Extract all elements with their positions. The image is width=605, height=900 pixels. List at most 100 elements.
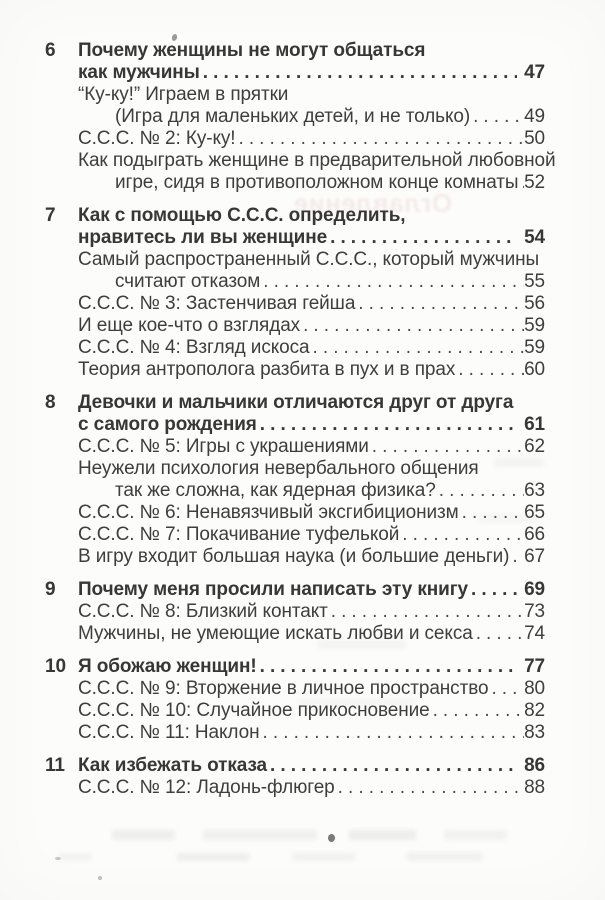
toc-line: С.С.С. № 10: Случайное прикосновение. . … [78, 700, 545, 722]
entry-text: С.С.С. № 8: Близкий контакт [78, 601, 328, 622]
dot-leader: . . . . . . . . . . . . . . . . . . . . … [262, 722, 525, 743]
toc-line: (Игра для маленьких детей, и не только).… [78, 106, 545, 128]
showthrough-smudge [58, 853, 483, 861]
dot-leader: . . . . . . . . . . . . . . . . . . . . … [270, 755, 517, 776]
dot-leader: . . . . . . . . . . . . . . . . . . . . … [202, 62, 517, 83]
toc-sub-entry: С.С.С. № 8: Близкий контакт. . . . . . .… [45, 601, 545, 623]
toc-list: 6 Почему женщины не могут общаться как муж… [45, 40, 556, 799]
entry-text: Я обожаю женщин! [78, 656, 257, 677]
toc-sub-entry: С.С.С. № 10: Случайное прикосновение. . … [45, 700, 545, 722]
page-number: 77 [524, 656, 545, 677]
chapter-number: 6 [45, 40, 56, 61]
entry-text: Неужели психология невербального общения [78, 458, 479, 479]
toc-line: Самый распространенный С.С.С., который м… [78, 249, 545, 271]
dot-leader: . . . . . . . . . . . . . . . . . . . . … [238, 128, 524, 149]
page-number: 88 [524, 777, 545, 798]
toc-sub-entry: Неужели психология невербального общения… [45, 458, 545, 502]
page-number: 61 [524, 414, 545, 435]
page-number: 47 [524, 62, 545, 83]
toc-line: Неужели психология невербального общения [78, 458, 545, 480]
toc-sub-entry: С.С.С. № 3: Застенчивая гейша. . . . . .… [45, 293, 545, 315]
entry-text: С.С.С. № 12: Ладонь-флюгер [78, 777, 335, 798]
toc-sub-entry: И еще кое-что о взглядах. . . . . . . . … [45, 315, 545, 337]
entry-text: Самый распространенный С.С.С., который м… [78, 249, 540, 270]
dot-leader: . . . . . . . . . . . . . . . . . . . . … [303, 315, 524, 336]
dot-leader: . . . . . . . . . . . . . . . . . . . . … [471, 579, 517, 600]
page-number: 83 [524, 722, 545, 743]
dot-leader: . . . . . . . . . . . . . . . . . . . . … [458, 359, 524, 380]
page-number: 66 [524, 524, 545, 545]
toc-line: С.С.С. № 3: Застенчивая гейша. . . . . .… [78, 293, 545, 315]
ink-speck [328, 834, 335, 842]
toc-line: С.С.С. № 2: Ку-ку!. . . . . . . . . . . … [78, 128, 545, 150]
dot-leader: . . . . . . . . . . . . . . . . . . . . … [402, 524, 524, 545]
dot-leader: . . . . . . . . . . . . . . . . . . . . … [438, 480, 524, 501]
page-number: 86 [524, 755, 545, 776]
entry-text: так же сложна, как ядерная физика? [115, 480, 436, 501]
page-number: 62 [524, 436, 545, 457]
dot-leader: . . . . . . . . . . . . . . . . . . . . … [491, 678, 524, 699]
entry-text: С.С.С. № 6: Ненавязчивый эксгибиционизм [78, 502, 459, 523]
toc-sub-entry: С.С.С. № 12: Ладонь-флюгер. . . . . . . … [45, 777, 545, 799]
page-number: 67 [524, 546, 545, 567]
entry-text: с самого рождения [78, 414, 257, 435]
toc-line: И еще кое-что о взглядах. . . . . . . . … [78, 315, 545, 337]
entry-text: Как избежать отказа [78, 755, 268, 776]
toc-line: с самого рождения. . . . . . . . . . . .… [78, 414, 545, 436]
toc-sub-entry: “Ку-ку!” Играем в прятки (Игра для малень… [45, 84, 545, 128]
toc-sub-entry: С.С.С. № 11: Наклон. . . . . . . . . . .… [45, 722, 545, 744]
ink-speck [55, 857, 61, 860]
entry-text: С.С.С. № 10: Случайное прикосновение [78, 700, 430, 721]
entry-text: Почему женщины не могут общаться [78, 40, 426, 61]
toc-chapter-entry: 8 Девочки и мальчики отличаются друг от д… [45, 392, 545, 436]
dot-leader: . . . . . . . . . . . . . . . . . . . . … [312, 337, 524, 358]
toc-line: С.С.С. № 9: Вторжение в личное пространс… [78, 678, 545, 700]
entry-text: С.С.С. № 3: Застенчивая гейша [78, 293, 356, 314]
ink-speck [98, 876, 102, 880]
entry-text: как мужчины [78, 62, 200, 83]
entry-text: Как подыграть женщине в предварительной … [78, 150, 556, 171]
dot-leader: . . . . . . . . . . . . . . . . . . . . … [259, 656, 517, 677]
page-number: 49 [524, 106, 545, 127]
dot-leader: . . . . . . . . . . . . . . . . . . . . … [330, 601, 524, 622]
toc-sub-entry: В игру входит большая наука (и большие д… [45, 546, 545, 568]
dot-leader: . . . . . . . . . . . . . . . . . . . . … [473, 106, 524, 127]
dot-leader: . . . . . . . . . . . . . . . . . . . . … [259, 414, 517, 435]
page-number: 69 [524, 579, 545, 600]
toc-line: 11 Как избежать отказа. . . . . . . . . .… [45, 755, 545, 777]
toc-sub-entry: Как подыграть женщине в предварительной … [45, 150, 556, 194]
toc-sub-entry: С.С.С. № 6: Ненавязчивый эксгибиционизм.… [45, 502, 545, 524]
chapter-number: 8 [45, 392, 56, 413]
page-number: 73 [524, 601, 545, 622]
page-number: 74 [524, 623, 545, 644]
page-number: 55 [524, 271, 545, 292]
dot-leader: . . . . . . . . . . . . . . . . . . . . … [461, 502, 524, 523]
toc-line: 7 Как с помощью С.С.С. определить, [45, 205, 545, 227]
toc-sub-entry: Мужчины, не умеющие искать любви и секса… [45, 623, 545, 645]
toc-chapter-entry: 10 Я обожаю женщин!. . . . . . . . . . . … [45, 656, 545, 678]
toc-sub-entry: Самый распространенный С.С.С., который м… [45, 249, 545, 293]
showthrough-smudge [112, 830, 507, 840]
toc-line: С.С.С. № 4: Взгляд искоса. . . . . . . .… [78, 337, 545, 359]
toc-sub-entry: Теория антрополога разбита в пух и в пра… [45, 359, 545, 381]
chapter-number: 10 [45, 656, 66, 677]
page-number: 59 [524, 337, 545, 358]
chapter-number: 9 [45, 579, 56, 600]
toc-line: как мужчины. . . . . . . . . . . . . . .… [78, 62, 545, 84]
toc-line: С.С.С. № 12: Ладонь-флюгер. . . . . . . … [78, 777, 545, 799]
entry-text: Теория антрополога разбита в пух и в пра… [78, 359, 456, 380]
entry-text: Мужчины, не умеющие искать любви и секса [78, 623, 473, 644]
dot-leader: . . . . . . . . . . . . . . . . . . . . … [263, 271, 524, 292]
page-number: 52 [524, 172, 545, 193]
toc-line: 9 Почему меня просили написать эту книгу.… [45, 579, 545, 601]
toc-line: Теория антрополога разбита в пух и в пра… [78, 359, 545, 381]
page-number: 65 [524, 502, 545, 523]
page-number: 63 [524, 480, 545, 501]
chapter-number: 11 [45, 755, 65, 776]
dot-leader: . . . . . . . . . . . . . . . . . . . . … [521, 172, 524, 194]
page-number: 54 [524, 227, 545, 248]
entry-text: Девочки и мальчики отличаются друг от др… [78, 392, 514, 413]
page-number: 60 [524, 359, 545, 380]
entry-text: Почему меня просили написать эту книгу [78, 579, 469, 600]
